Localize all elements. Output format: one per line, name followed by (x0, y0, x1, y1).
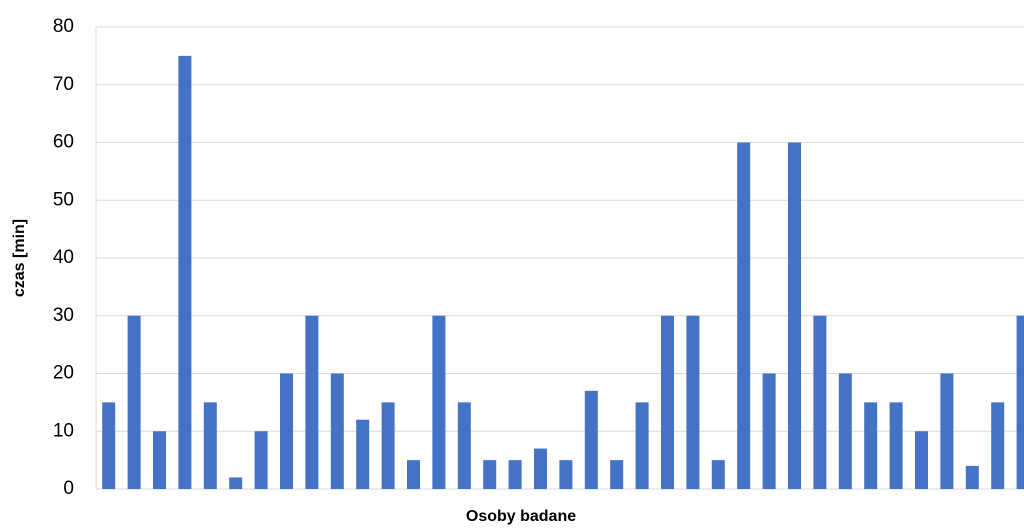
bar (661, 315, 674, 489)
bar (508, 460, 522, 489)
bar (102, 402, 116, 489)
bar (813, 315, 827, 489)
bar (838, 373, 852, 489)
bar (559, 460, 573, 489)
bar (889, 402, 903, 489)
y-tick-label: 80 (53, 16, 74, 37)
bar (737, 142, 751, 489)
bar (788, 142, 801, 489)
y-tick-label: 50 (53, 189, 74, 210)
bar (305, 315, 319, 489)
bar (229, 477, 243, 489)
y-axis-title: czas [min] (11, 219, 28, 297)
y-tick-label: 20 (53, 363, 74, 384)
x-axis-title: Osoby badane (466, 508, 576, 525)
bar (457, 402, 471, 489)
y-tick-label: 30 (53, 305, 74, 326)
bar (178, 55, 192, 489)
y-tick-label: 60 (53, 132, 74, 153)
bar (356, 419, 370, 489)
bar (153, 431, 166, 489)
bar (965, 465, 979, 489)
bar (915, 431, 928, 489)
bar (203, 402, 217, 489)
bar (127, 315, 141, 489)
y-tick-label: 40 (53, 247, 74, 268)
y-tick-label: 0 (63, 478, 74, 499)
bar (254, 431, 268, 489)
bar (330, 373, 344, 489)
bar (534, 448, 547, 489)
bar (991, 402, 1005, 489)
bar (1016, 315, 1024, 489)
y-tick-label: 10 (53, 420, 74, 441)
bar (940, 373, 954, 489)
bar (610, 460, 624, 489)
bar (381, 402, 395, 489)
bar (432, 315, 446, 489)
bar (635, 402, 649, 489)
bar (483, 460, 497, 489)
bar (686, 315, 700, 489)
bar (762, 373, 776, 489)
bar (584, 390, 598, 489)
bar (864, 402, 878, 489)
bar (280, 373, 293, 489)
y-tick-label: 70 (53, 74, 74, 95)
bar (711, 460, 725, 489)
bar (407, 460, 420, 489)
